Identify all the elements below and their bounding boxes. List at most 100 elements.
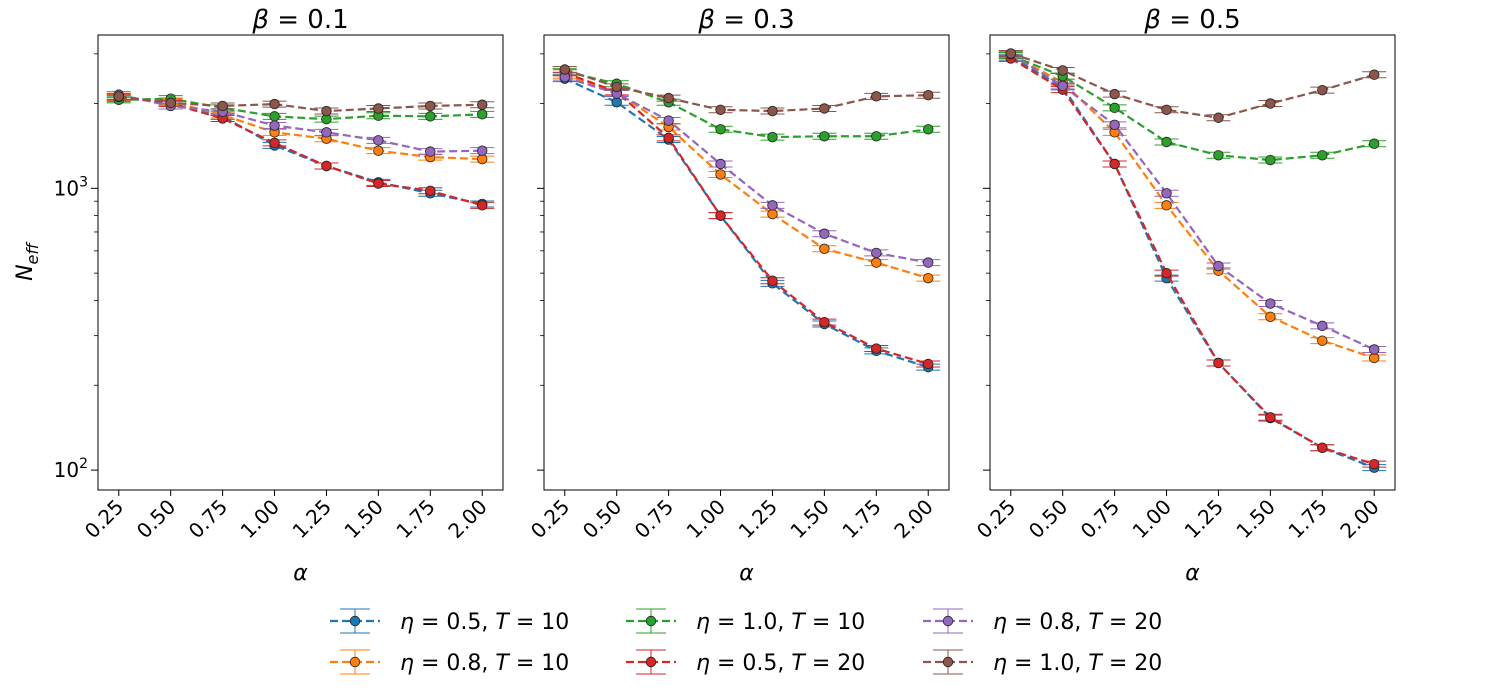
data-point bbox=[923, 257, 934, 268]
series-5 bbox=[998, 49, 1387, 355]
series-4 bbox=[998, 53, 1387, 470]
series-line bbox=[1010, 56, 1375, 469]
data-point bbox=[923, 90, 934, 101]
data-point bbox=[1213, 357, 1224, 369]
data-point bbox=[715, 104, 726, 115]
plot-frame bbox=[989, 34, 1396, 491]
x-tick-label: 2.00 bbox=[889, 495, 937, 543]
series-line bbox=[1010, 53, 1375, 351]
data-point bbox=[871, 257, 882, 268]
x-tick-label: 0.25 bbox=[80, 495, 128, 543]
data-point bbox=[321, 105, 332, 117]
data-point bbox=[819, 103, 830, 114]
data-point bbox=[819, 243, 830, 255]
x-tick-label: 2.00 bbox=[443, 495, 491, 543]
x-tick-label: 0.25 bbox=[972, 495, 1020, 543]
legend-marker bbox=[645, 656, 657, 668]
legend-marker bbox=[942, 615, 954, 627]
legend-label: η = 0.8, T = 20 bbox=[993, 610, 1162, 635]
x-tick-label: 0.75 bbox=[1076, 495, 1124, 543]
data-point bbox=[1369, 458, 1380, 470]
data-point bbox=[165, 97, 176, 109]
plot-frame bbox=[97, 34, 504, 491]
series-3 bbox=[998, 50, 1387, 166]
legend-label: η = 1.0, T = 20 bbox=[993, 651, 1162, 676]
data-point bbox=[1213, 150, 1224, 161]
data-point bbox=[819, 228, 830, 239]
data-point bbox=[767, 105, 778, 117]
data-point bbox=[1369, 69, 1380, 80]
data-point bbox=[1369, 138, 1380, 149]
data-point bbox=[425, 111, 436, 122]
x-tick-label: 1.25 bbox=[1180, 495, 1228, 543]
plot-frame bbox=[543, 34, 950, 491]
series-1 bbox=[998, 51, 1387, 473]
series-6 bbox=[552, 64, 941, 117]
legend-marker bbox=[942, 656, 954, 668]
data-point bbox=[477, 109, 488, 120]
x-tick-label: 0.75 bbox=[630, 495, 678, 543]
data-point bbox=[871, 91, 882, 102]
legend-item: η = 0.5, T = 20 bbox=[626, 649, 865, 676]
x-tick-label: 0.50 bbox=[578, 495, 626, 543]
data-point bbox=[1213, 112, 1224, 123]
data-point bbox=[1265, 154, 1276, 166]
data-point bbox=[559, 64, 570, 75]
x-axis-label: α bbox=[1185, 561, 1200, 586]
data-point bbox=[1317, 335, 1328, 346]
series-line bbox=[1010, 57, 1375, 466]
data-point bbox=[1109, 102, 1120, 114]
x-tick-label: 0.50 bbox=[132, 495, 180, 543]
y-tick-label: 103 bbox=[54, 174, 88, 200]
data-point bbox=[663, 115, 674, 126]
data-point bbox=[767, 200, 778, 211]
data-point bbox=[611, 97, 622, 108]
y-tick-label: 102 bbox=[54, 456, 88, 482]
series-1 bbox=[552, 73, 941, 373]
data-point bbox=[1213, 260, 1224, 272]
data-point bbox=[611, 81, 622, 93]
data-point bbox=[1265, 412, 1276, 423]
data-point bbox=[871, 131, 882, 142]
legend-item: η = 0.8, T = 10 bbox=[330, 649, 569, 676]
data-point bbox=[477, 200, 488, 211]
series-6 bbox=[998, 48, 1387, 123]
x-tick-label: 1.75 bbox=[1283, 495, 1331, 543]
x-axis-label: α bbox=[739, 561, 754, 586]
data-point bbox=[425, 100, 436, 112]
panel-1: β = 0.1 102 103 0.25 0.50 0.75 1.00 1.25 1.50 1.7… bbox=[54, 5, 504, 586]
series-4 bbox=[552, 67, 941, 370]
legend: η = 0.5, T = 10 η = 0.8, T = 10 η = 1.0, T… bbox=[330, 608, 1162, 676]
x-tick-label: 1.50 bbox=[785, 495, 833, 543]
data-point bbox=[113, 91, 124, 102]
data-point bbox=[1317, 320, 1328, 332]
series-4 bbox=[106, 91, 495, 211]
data-point bbox=[1161, 136, 1172, 148]
data-point bbox=[425, 185, 436, 196]
x-tick-label: 0.25 bbox=[526, 495, 574, 543]
data-point bbox=[767, 131, 778, 143]
data-point bbox=[1161, 200, 1172, 211]
data-point bbox=[1057, 65, 1068, 76]
data-point bbox=[1369, 344, 1380, 355]
series-line bbox=[564, 71, 929, 366]
data-point bbox=[217, 100, 228, 112]
legend-marker bbox=[349, 615, 361, 627]
panel-title: β = 0.3 bbox=[697, 5, 794, 35]
data-point bbox=[1265, 311, 1276, 322]
legend-marker bbox=[349, 656, 361, 668]
data-point bbox=[269, 120, 280, 131]
data-point bbox=[715, 124, 726, 135]
series-6 bbox=[106, 91, 495, 117]
data-point bbox=[923, 272, 934, 284]
y-axis-label: Neff bbox=[13, 241, 42, 281]
data-point bbox=[373, 145, 384, 156]
data-point bbox=[1161, 104, 1172, 115]
x-tick-label: 2.00 bbox=[1335, 495, 1383, 543]
series-line bbox=[1010, 52, 1375, 119]
series-1 bbox=[106, 93, 495, 210]
x-tick-label: 1.75 bbox=[837, 495, 885, 543]
data-point bbox=[663, 92, 674, 104]
legend-item: η = 0.5, T = 10 bbox=[330, 608, 569, 635]
